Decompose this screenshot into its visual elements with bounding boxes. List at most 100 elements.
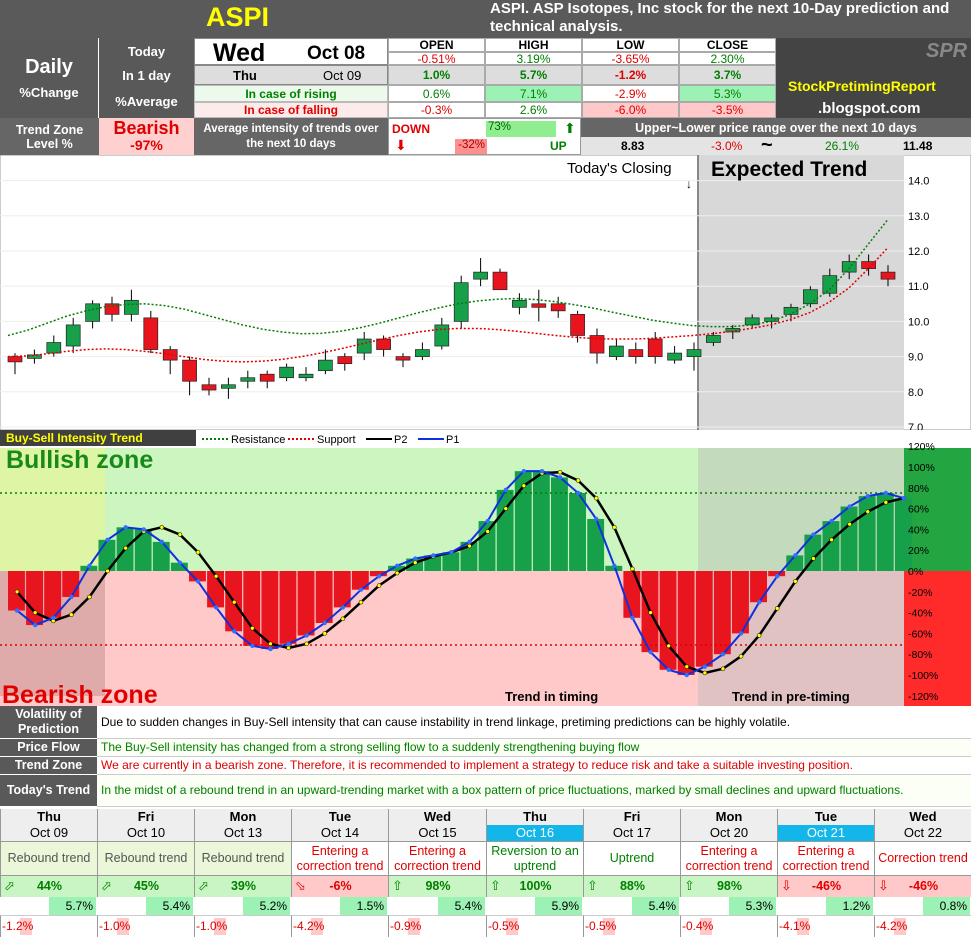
forecast-high: 5.7% (49, 897, 96, 915)
intensity-bar (551, 477, 568, 571)
note-label: Today's Trend (0, 775, 97, 807)
forecast-candle (841, 261, 857, 273)
candle (7, 356, 23, 363)
p2-line (16, 470, 905, 675)
p1-point (666, 667, 671, 672)
forecast-date: Oct 16 (486, 825, 583, 841)
falling-label: In case of falling (194, 102, 388, 118)
forecast-pct-cell: ⇧ 98% (388, 875, 486, 897)
intensity-bar (677, 571, 695, 675)
forecast-arrow-icon: ⇧ (490, 878, 501, 893)
p1-point (684, 672, 689, 678)
note-label: Volatility of Prediction (0, 706, 97, 739)
in1day-label: In 1 day (99, 65, 194, 85)
candle (259, 373, 275, 382)
intensity-ytick: -100% (908, 670, 938, 682)
intensity-bar (713, 571, 731, 655)
forecast-arrow-icon: ⬀ (198, 878, 209, 893)
forecast-trend: Entering a correction trend (777, 841, 874, 875)
forecast-date: Oct 20 (680, 825, 777, 841)
forecast-pct-cell: ⇩ -46% (874, 875, 971, 897)
candle (609, 345, 624, 357)
p1-point (358, 587, 364, 592)
forecast-date: Oct 13 (194, 825, 291, 841)
forecast-trend: Rebound trend (97, 841, 194, 875)
forecast-low: -1.0% (99, 918, 131, 935)
candle (143, 317, 159, 350)
p1-point (756, 600, 762, 605)
down-arrow-icon: ⬇ (395, 137, 407, 153)
up-label: UP (550, 139, 567, 153)
p2-point (829, 537, 834, 543)
forecast-high: 0.8% (923, 897, 970, 915)
intensity-bar (786, 555, 804, 571)
candle (492, 271, 508, 291)
p2-point (720, 666, 726, 672)
forecast-arrow-icon: ⇧ (684, 878, 695, 893)
forecast-low: -0.9% (390, 918, 422, 935)
forecast-high: 1.5% (340, 897, 387, 915)
forecast-arrow-icon: ⬀ (4, 878, 15, 893)
candle (647, 338, 663, 357)
intensity-ytick: 100% (908, 462, 935, 474)
forecast-date: Oct 09 (0, 825, 97, 841)
p2-point (250, 625, 255, 631)
p1-point (105, 537, 110, 542)
candle (356, 338, 372, 354)
intensity-ytick: -40% (908, 608, 933, 620)
forecast-pct: 98% (425, 879, 451, 893)
forecast-pct: -6% (329, 879, 352, 893)
intensity-ytick: -60% (908, 628, 933, 640)
forecast-trend: Entering a correction trend (680, 841, 777, 875)
up-pct: 73% (486, 121, 556, 137)
intensity-ytick: -120% (908, 691, 938, 703)
forecast-high: 5.4% (438, 897, 485, 915)
candle (415, 349, 430, 357)
forecast-date: Oct 22 (874, 825, 971, 841)
candle (531, 303, 547, 308)
p2-point (503, 506, 508, 511)
p1-point (69, 594, 74, 600)
p1-point (521, 468, 527, 474)
summary-cols-1: HIGH (485, 38, 582, 52)
pretiming-label: Trend in pre-timing (732, 689, 850, 704)
forecast-pct: 100% (519, 879, 552, 893)
price-ytick: 9.0 (908, 352, 923, 364)
forecast-pct-cell: ⇩ -46% (777, 875, 874, 897)
intensity-bar (840, 506, 858, 571)
p2-dots (14, 469, 907, 676)
intensity-bar (170, 562, 188, 571)
candle (240, 377, 256, 382)
summary-today-3: 2.30% (679, 52, 776, 66)
forecast-candle (822, 275, 838, 294)
expected-zone (698, 155, 904, 430)
p1-point (720, 652, 726, 657)
candle (124, 299, 139, 315)
p1-line (16, 470, 905, 677)
bearish-zone-label: Bearish zone (2, 681, 158, 706)
p2-point (575, 478, 581, 483)
p2-point (738, 654, 744, 659)
intensity-ytick: 40% (908, 524, 929, 536)
candle (550, 303, 566, 312)
intensity-bar (768, 571, 786, 577)
intensity-bar (894, 498, 912, 571)
p2-point (413, 560, 418, 565)
intensity-bar (605, 565, 623, 571)
summary-in1day-1: 5.7% (485, 65, 582, 85)
forecast-low: -0.5% (585, 918, 617, 935)
forecast-low: -4.2% (293, 918, 325, 935)
forecast-low-cell (194, 915, 291, 937)
intensity-bar (695, 571, 713, 667)
avg-intensity-text: Average intensity of trends over the nex… (194, 118, 388, 155)
price-yticks: 14.0 13.0 12.0 11.0 10.0 9.0 8.0 7.0 (908, 176, 929, 430)
candle (570, 314, 585, 336)
p1-point (286, 641, 291, 646)
candle (453, 282, 469, 322)
intensity-bar (750, 571, 767, 603)
intensity-ytick: 20% (908, 545, 929, 557)
intensity-ytick: 60% (908, 504, 929, 516)
intensity-yticks: 120% 100% 80% 60% 40% 20% 0% -20% -40% -60% -80% -1… (908, 441, 938, 703)
forecast-low-cell (388, 915, 486, 937)
trendzone-label-1: Trend Zone (15, 122, 84, 137)
